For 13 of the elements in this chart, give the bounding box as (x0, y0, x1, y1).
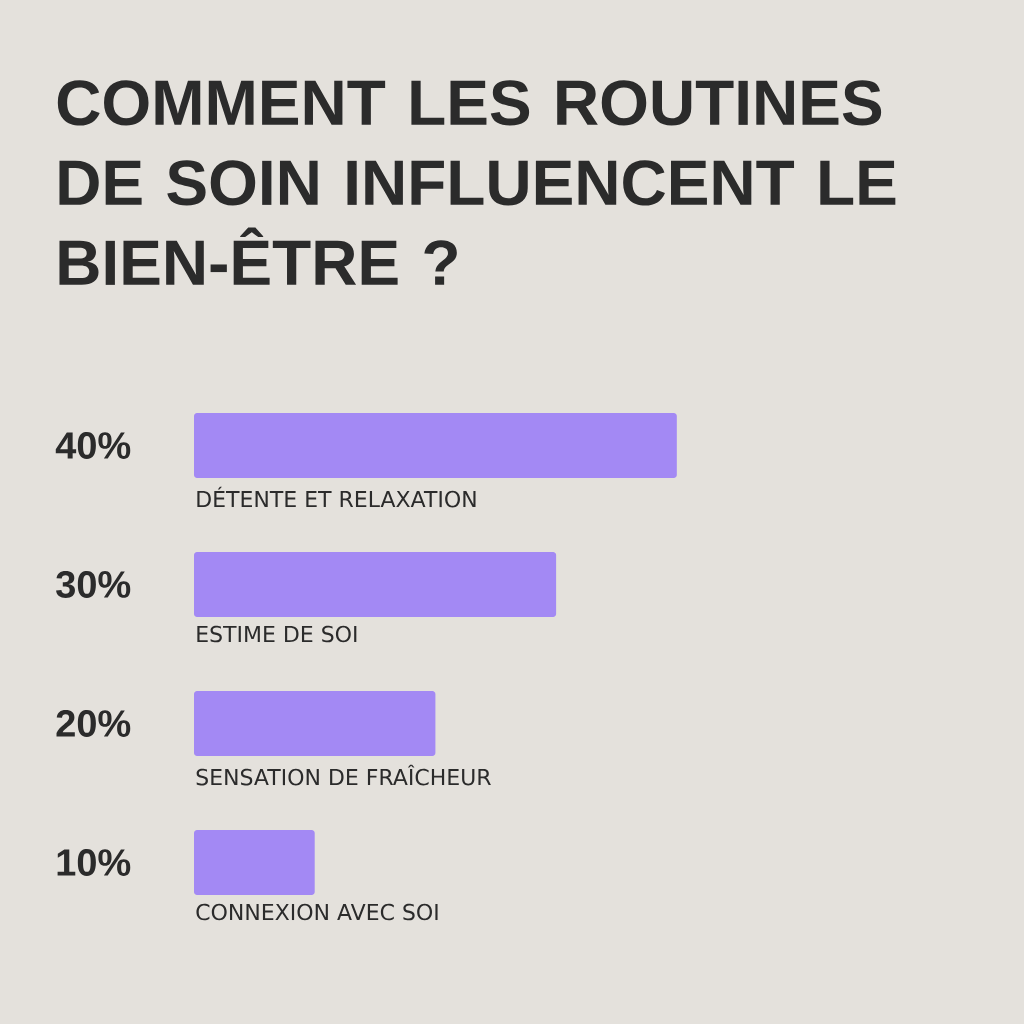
bar (194, 691, 436, 756)
y-tick-label: DÉTENTE ET RELAXATION (197, 486, 476, 508)
bar (194, 552, 557, 617)
data-label: 20% (56, 710, 131, 737)
data-label: 30% (56, 571, 131, 598)
chart-title: COMMENT LES ROUTINES DE SOIN INFLUENCENT LE BIEN-ÊTRE ? (57, 80, 896, 285)
bar (194, 830, 315, 895)
y-tick-label: ESTIME DE SOI (197, 625, 357, 643)
y-tick-label: SENSATION DE FRAÎCHEUR (196, 764, 491, 786)
data-label: 40% (55, 432, 131, 459)
data-label: 10% (57, 849, 131, 876)
bar (194, 413, 677, 478)
y-tick-label: CONNEXION AVEC SOI (196, 903, 438, 921)
